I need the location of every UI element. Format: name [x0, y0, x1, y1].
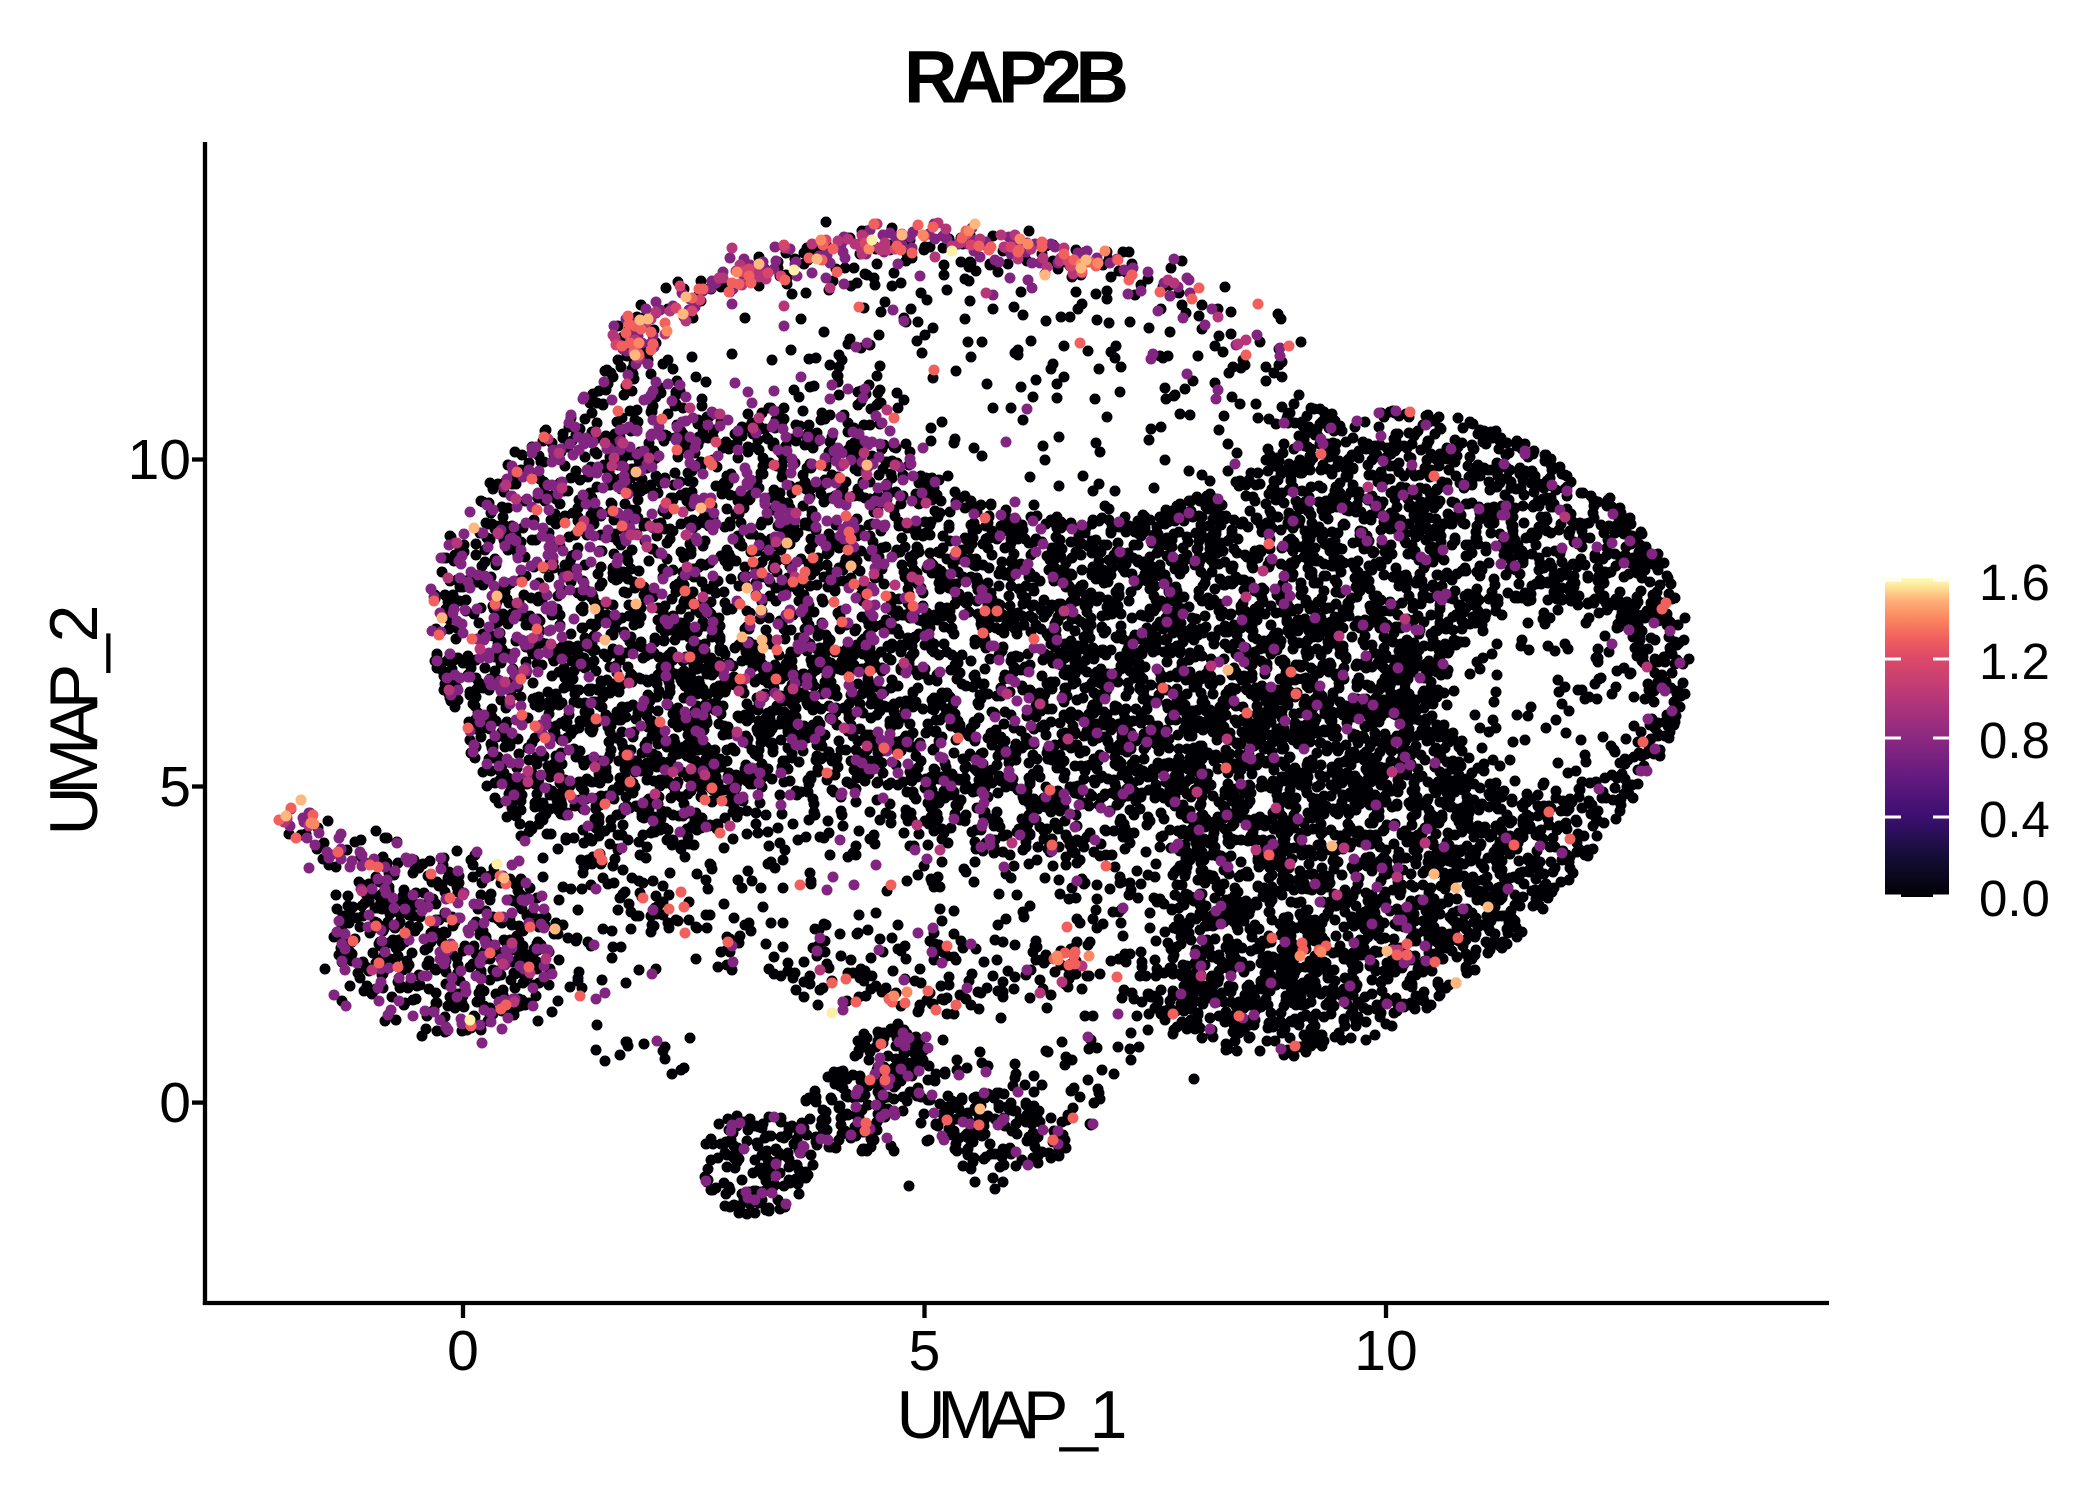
svg-text:0: 0 [159, 1071, 191, 1135]
svg-text:UMAP_2: UMAP_2 [36, 605, 112, 836]
svg-text:1.6: 1.6 [1979, 554, 2050, 611]
svg-text:0: 0 [447, 1319, 479, 1383]
svg-text:5: 5 [909, 1319, 941, 1383]
svg-text:0.4: 0.4 [1979, 791, 2050, 848]
svg-text:1.2: 1.2 [1979, 633, 2050, 690]
svg-text:10: 10 [1354, 1319, 1417, 1383]
svg-text:0.0: 0.0 [1979, 870, 2050, 927]
svg-text:5: 5 [159, 755, 191, 819]
svg-text:10: 10 [128, 428, 191, 492]
svg-text:0.8: 0.8 [1979, 712, 2050, 769]
svg-text:RAP2B: RAP2B [904, 36, 1129, 119]
svg-text:UMAP_1: UMAP_1 [897, 1377, 1128, 1453]
